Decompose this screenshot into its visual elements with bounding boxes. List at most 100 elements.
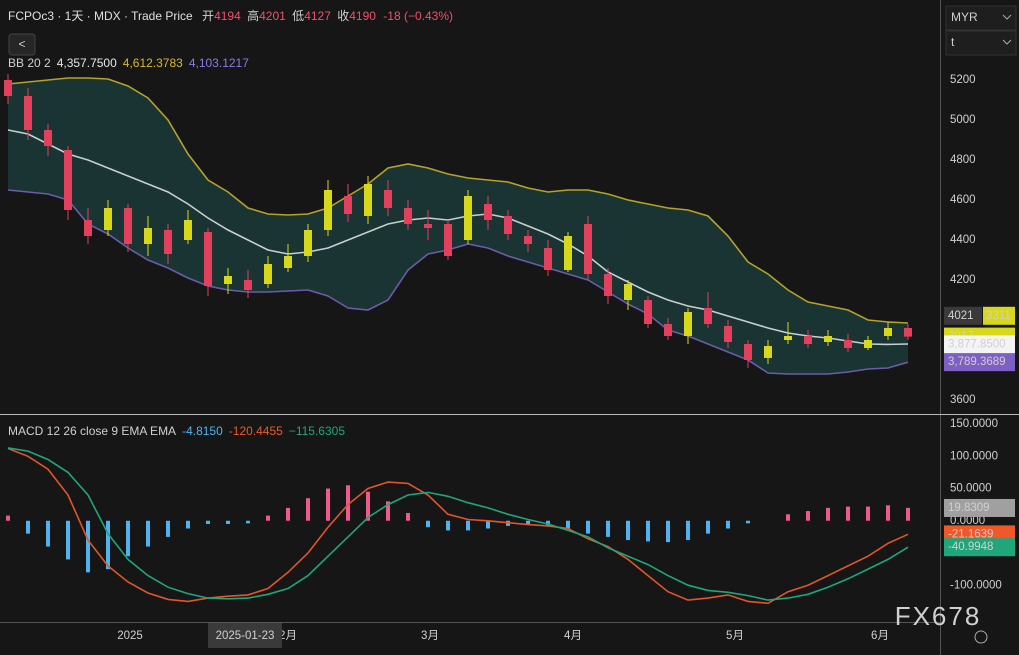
x-tick-label: 2025 bbox=[117, 630, 143, 642]
x-tick-label: 6月 bbox=[871, 630, 889, 642]
histogram-bar bbox=[266, 516, 270, 521]
currency[interactable]: MYR bbox=[951, 10, 978, 24]
histogram-bar bbox=[866, 507, 870, 521]
value-label: 3,789.3689 bbox=[948, 356, 1006, 368]
histogram-bar bbox=[46, 521, 50, 547]
histogram-bar bbox=[6, 516, 10, 521]
candle-body bbox=[564, 236, 572, 270]
high-label: 高 bbox=[247, 8, 259, 23]
candle-body bbox=[444, 224, 452, 256]
candle-body bbox=[424, 224, 432, 228]
histogram-bar bbox=[286, 508, 290, 521]
histogram-bar bbox=[466, 521, 470, 531]
candle-body bbox=[904, 328, 912, 337]
y-tick-label: 3600 bbox=[950, 394, 976, 406]
close-value: 4190 bbox=[349, 9, 376, 23]
histogram-bar bbox=[786, 514, 790, 520]
candle-body bbox=[84, 220, 92, 236]
candle-body bbox=[684, 312, 692, 336]
change: -18 (−0.43%) bbox=[383, 9, 453, 23]
y-tick-label: 50.0000 bbox=[950, 483, 992, 495]
histogram-bar bbox=[586, 521, 590, 534]
candle-body bbox=[764, 346, 772, 358]
candle-body bbox=[224, 276, 232, 284]
y-tick-label: 100.0000 bbox=[950, 450, 998, 462]
candle-body bbox=[784, 336, 792, 340]
histogram-bar bbox=[746, 521, 750, 524]
candle-body bbox=[284, 256, 292, 268]
candle-body bbox=[704, 308, 712, 324]
candle-body bbox=[164, 230, 172, 254]
histogram-bar bbox=[166, 521, 170, 537]
histogram-bar bbox=[306, 498, 310, 521]
candle-body bbox=[384, 190, 392, 208]
histogram-bar bbox=[626, 521, 630, 540]
y-tick-label: 4200 bbox=[950, 274, 976, 286]
back-icon[interactable]: < bbox=[18, 37, 25, 51]
histogram-bar bbox=[406, 513, 410, 521]
y-tick-label: 4800 bbox=[950, 154, 976, 166]
histogram-bar bbox=[86, 521, 90, 573]
candle-body bbox=[404, 208, 412, 224]
histogram-bar bbox=[886, 505, 890, 520]
candle-body bbox=[804, 336, 812, 344]
candle-body bbox=[744, 344, 752, 360]
y-tick-label: 5200 bbox=[950, 74, 976, 86]
value-label: 3,877.8500 bbox=[948, 338, 1006, 350]
legend-value: -120.4455 bbox=[229, 424, 283, 438]
histogram-bar bbox=[146, 521, 150, 547]
candle-body bbox=[104, 208, 112, 230]
y-tick-label: 4400 bbox=[950, 234, 976, 246]
candle-body bbox=[644, 300, 652, 324]
candle-body bbox=[624, 284, 632, 300]
histogram-bar bbox=[706, 521, 710, 534]
candle-body bbox=[884, 328, 892, 336]
candle-body bbox=[264, 264, 272, 284]
y-tick-label: 150.0000 bbox=[950, 418, 998, 430]
candle-body bbox=[844, 340, 852, 348]
low-label: 低 bbox=[292, 9, 304, 23]
histogram-bar bbox=[906, 508, 910, 521]
value-label: 4021 bbox=[948, 310, 974, 322]
candle-body bbox=[484, 204, 492, 220]
candle-body bbox=[64, 150, 72, 210]
y-tick-label: 4600 bbox=[950, 194, 976, 206]
macd-title: MACD 12 26 close 9 EMA EMA bbox=[8, 424, 176, 438]
candle-body bbox=[304, 230, 312, 256]
candle-body bbox=[344, 196, 352, 214]
candle-body bbox=[324, 190, 332, 230]
histogram-bar bbox=[666, 521, 670, 542]
close-label: 收 bbox=[337, 9, 349, 23]
candle-body bbox=[364, 184, 372, 216]
histogram-bar bbox=[326, 489, 330, 521]
legend-value: 4,612.3783 bbox=[123, 56, 183, 70]
histogram-bar bbox=[26, 521, 30, 534]
crosshair-label: 2025-01-23 bbox=[216, 630, 275, 642]
candle-body bbox=[4, 80, 12, 96]
histogram-bar bbox=[526, 521, 530, 524]
candle-body bbox=[144, 228, 152, 244]
header: FCPOc3 · 1天 · MDX · Trade Price 开4194 高4… bbox=[8, 8, 453, 23]
watermark: FX678 bbox=[895, 601, 982, 631]
histogram-bar bbox=[106, 521, 110, 569]
histogram-bar bbox=[566, 521, 570, 529]
x-tick-label: 3月 bbox=[421, 630, 439, 642]
legend-value: 4,357.7500 bbox=[57, 56, 117, 70]
open-label: 开 bbox=[202, 9, 214, 23]
candle-body bbox=[544, 248, 552, 270]
high-value: 4201 bbox=[259, 9, 286, 23]
side-label: 3311 bbox=[986, 310, 1011, 322]
histogram-bar bbox=[226, 521, 230, 524]
legend-value: -4.8150 bbox=[182, 424, 223, 438]
candle-body bbox=[864, 340, 872, 348]
low-value: 4127 bbox=[304, 9, 331, 23]
y-tick-label: -100.0000 bbox=[950, 579, 1002, 591]
histogram-bar bbox=[646, 521, 650, 542]
candle-body bbox=[724, 326, 732, 342]
candle-body bbox=[664, 324, 672, 336]
y-tick-label: 5000 bbox=[950, 114, 976, 126]
candle-body bbox=[824, 336, 832, 342]
symbol: FCPOc3 · 1天 · MDX · Trade Price bbox=[8, 9, 193, 23]
histogram-bar bbox=[426, 521, 430, 527]
